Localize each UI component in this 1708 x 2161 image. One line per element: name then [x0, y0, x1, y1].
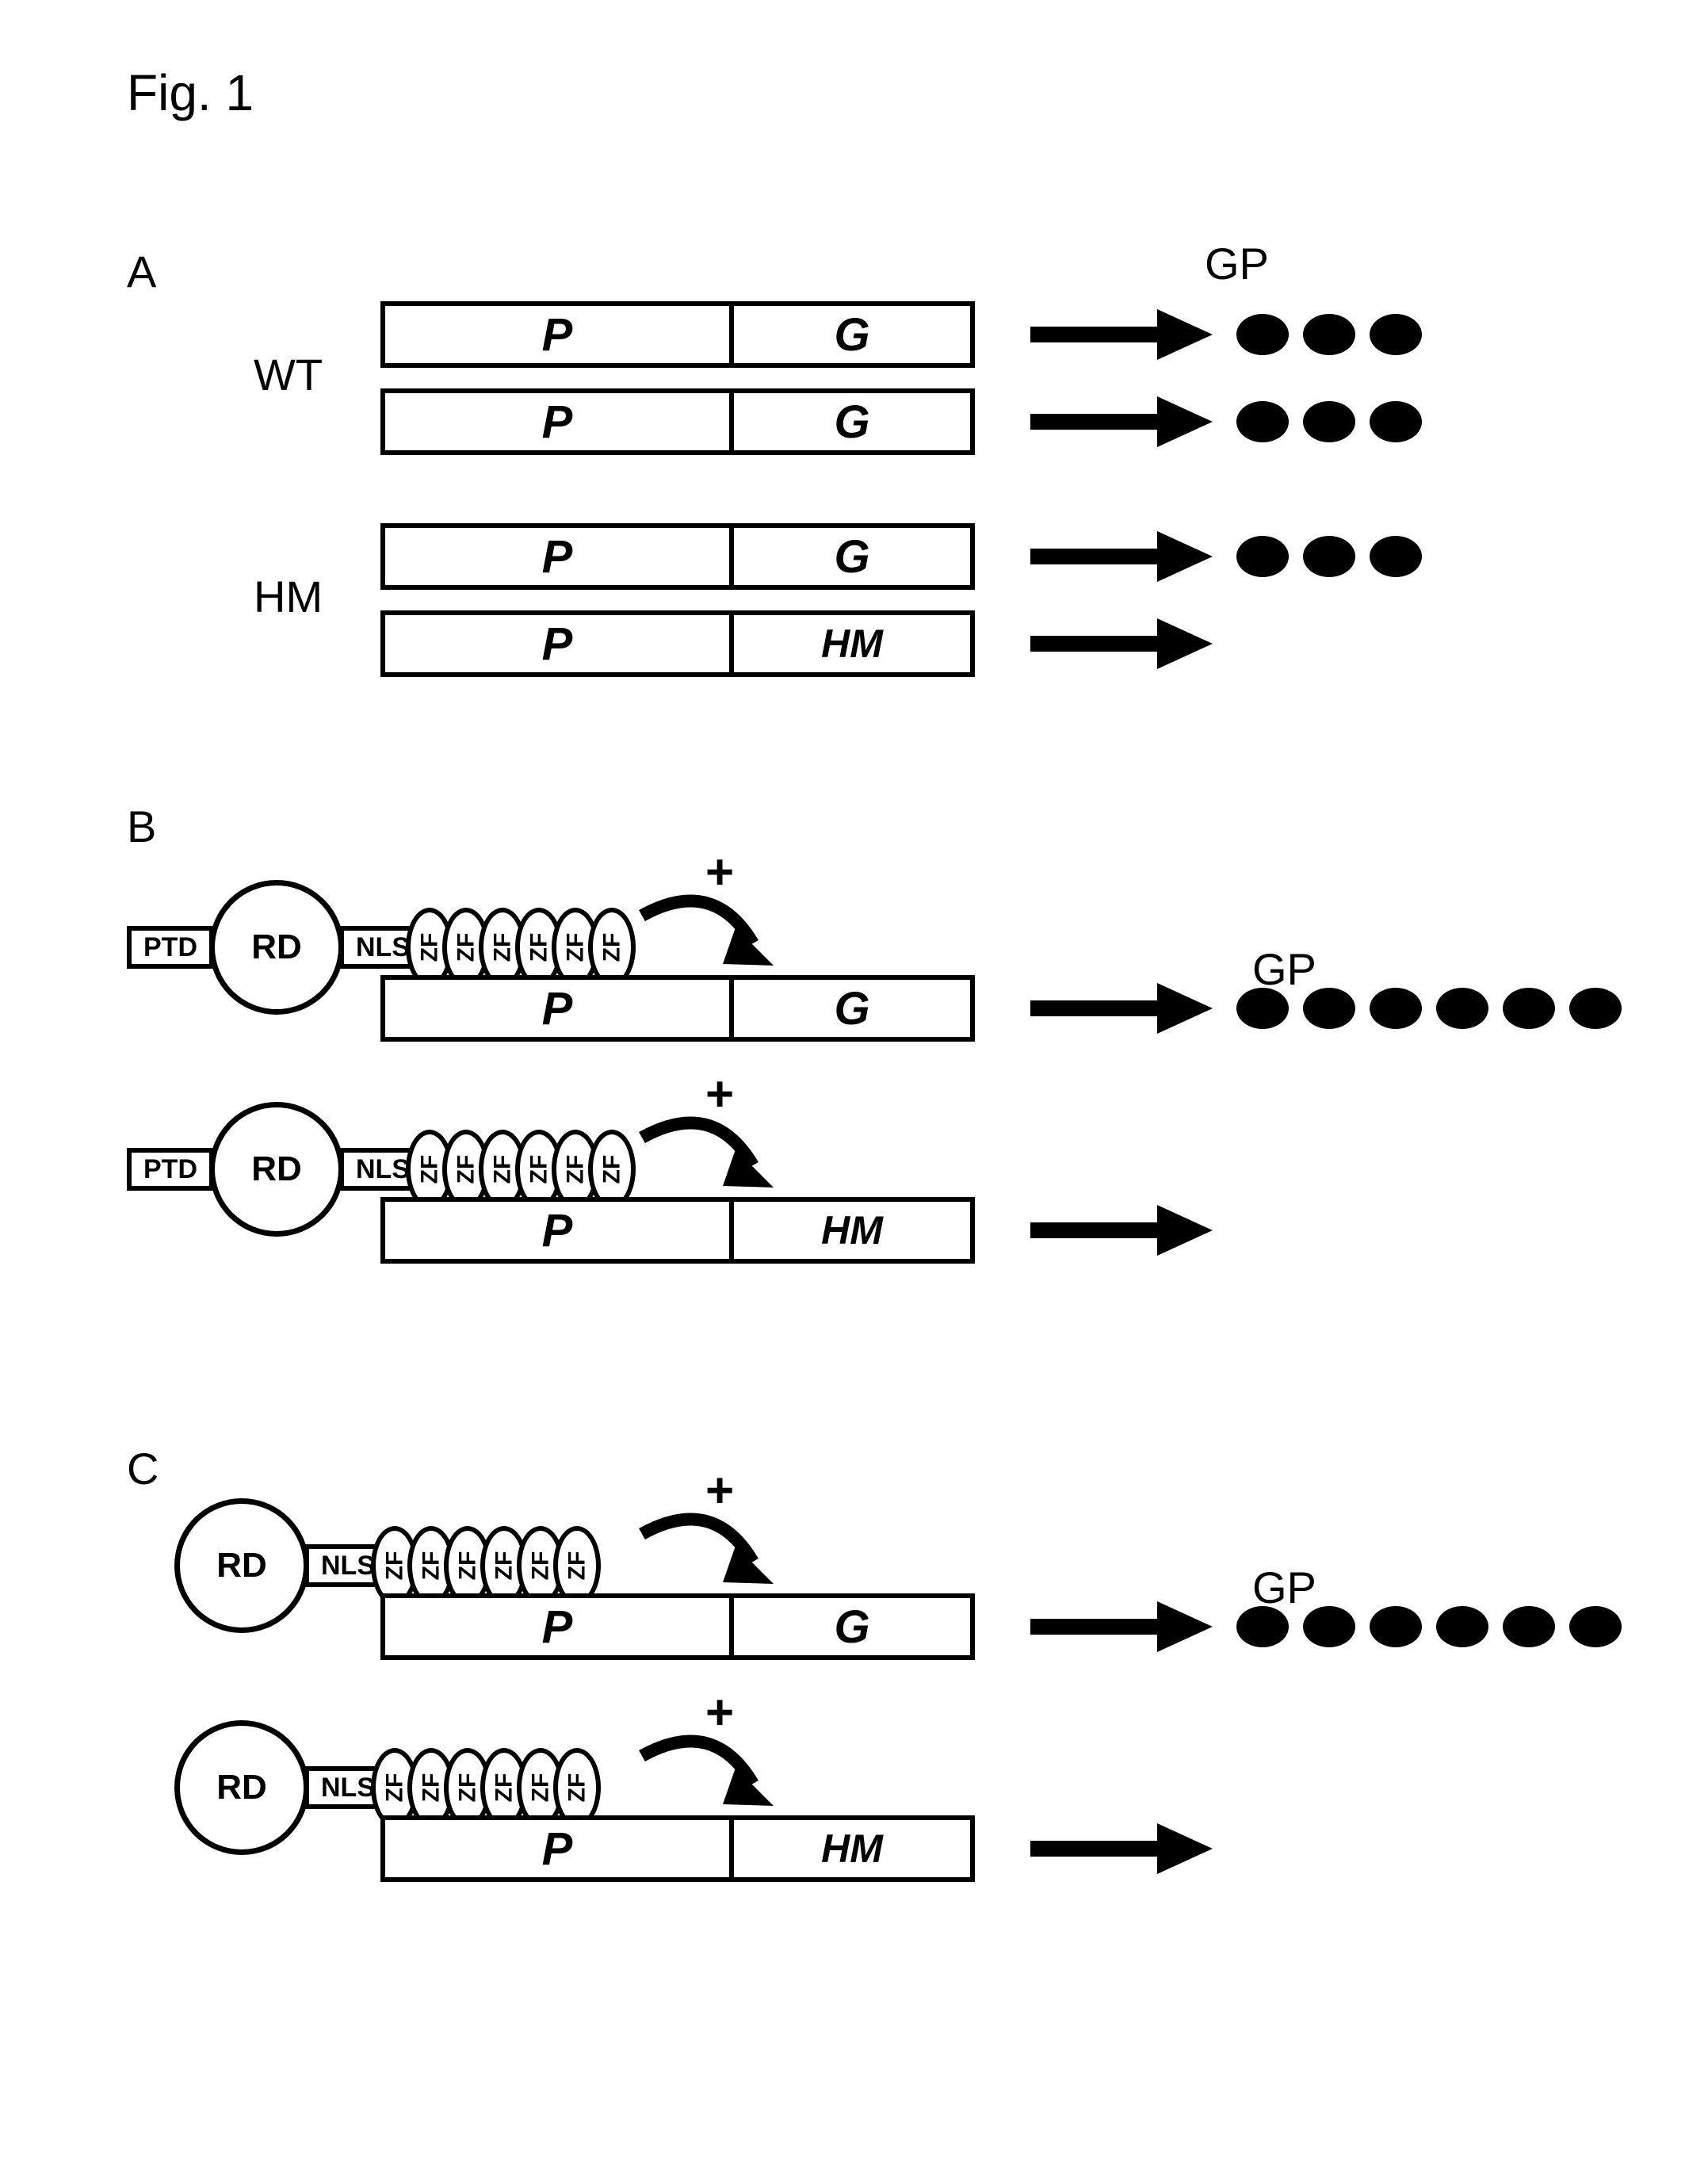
- promoter-box: P: [380, 301, 729, 368]
- gene-row: PG: [380, 523, 975, 590]
- arrow-icon: [1030, 612, 1213, 675]
- panel-c-label: C: [127, 1443, 159, 1494]
- arrow-icon: [1030, 303, 1213, 366]
- product-dot: [1370, 988, 1422, 1029]
- gene-box: G: [729, 1593, 975, 1660]
- arrow-icon: [1030, 1199, 1213, 1262]
- panel-a-label: A: [127, 246, 156, 297]
- arrow-icon: [1030, 977, 1213, 1040]
- figure-title: Fig. 1: [127, 63, 254, 122]
- product-dot: [1303, 536, 1355, 577]
- panel-a-gp-label: GP: [1205, 238, 1269, 289]
- product-dot: [1503, 1606, 1555, 1647]
- product-dot: [1436, 1606, 1488, 1647]
- rd-circle: RD: [209, 880, 344, 1015]
- product-dot: [1569, 1606, 1622, 1647]
- product-dot: [1436, 988, 1488, 1029]
- product-dots: [1236, 536, 1422, 577]
- gene-box: G: [729, 523, 975, 590]
- expression-arrow-row: [1030, 1199, 1236, 1262]
- rd-circle: RD: [174, 1720, 309, 1855]
- ptd-box: PTD: [127, 926, 214, 969]
- product-dot: [1236, 988, 1289, 1029]
- product-dot: [1303, 401, 1355, 442]
- gene-row: PG: [380, 1593, 975, 1660]
- hm-box: HM: [729, 1197, 975, 1264]
- gene-box: G: [729, 301, 975, 368]
- promoter-box: P: [380, 610, 729, 677]
- product-dots: [1236, 988, 1622, 1029]
- gene-row: PHM: [380, 1197, 975, 1264]
- activation-arrow-icon: [634, 880, 785, 983]
- activation-arrow-icon: [634, 1102, 785, 1205]
- product-dots: [1236, 314, 1422, 355]
- expression-arrow-row: [1030, 1817, 1236, 1880]
- product-dot: [1569, 988, 1622, 1029]
- promoter-box: P: [380, 388, 729, 455]
- product-dots: [1236, 401, 1422, 442]
- gene-row: PG: [380, 388, 975, 455]
- group-label: HM: [254, 571, 323, 622]
- product-dot: [1236, 314, 1289, 355]
- product-dots: [1236, 1606, 1622, 1647]
- product-dot: [1370, 314, 1422, 355]
- product-dot: [1236, 401, 1289, 442]
- arrow-icon: [1030, 525, 1213, 588]
- hm-box: HM: [729, 1815, 975, 1882]
- expression-arrow-row: [1030, 977, 1622, 1040]
- rd-circle: RD: [174, 1498, 309, 1633]
- arrow-icon: [1030, 1595, 1213, 1658]
- gene-row: PHM: [380, 1815, 975, 1882]
- arrow-icon: [1030, 1817, 1213, 1880]
- activation-arrow-icon: [634, 1720, 785, 1823]
- expression-arrow-row: [1030, 525, 1422, 588]
- hm-box: HM: [729, 610, 975, 677]
- promoter-box: P: [380, 1593, 729, 1660]
- product-dot: [1236, 536, 1289, 577]
- group-label: WT: [254, 349, 323, 400]
- product-dot: [1303, 314, 1355, 355]
- promoter-box: P: [380, 1197, 729, 1264]
- gene-row: PG: [380, 975, 975, 1042]
- product-dot: [1370, 1606, 1422, 1647]
- expression-arrow-row: [1030, 303, 1422, 366]
- expression-arrow-row: [1030, 1595, 1622, 1658]
- gene-row: PG: [380, 301, 975, 368]
- rd-circle: RD: [209, 1102, 344, 1237]
- gene-box: G: [729, 388, 975, 455]
- product-dot: [1370, 536, 1422, 577]
- expression-arrow-row: [1030, 390, 1422, 453]
- product-dot: [1503, 988, 1555, 1029]
- activation-arrow-icon: [634, 1498, 785, 1601]
- gene-box: G: [729, 975, 975, 1042]
- ptd-box: PTD: [127, 1148, 214, 1191]
- expression-arrow-row: [1030, 612, 1236, 675]
- panel-b-label: B: [127, 801, 156, 852]
- product-dot: [1370, 401, 1422, 442]
- arrow-icon: [1030, 390, 1213, 453]
- product-dot: [1303, 1606, 1355, 1647]
- promoter-box: P: [380, 975, 729, 1042]
- promoter-box: P: [380, 523, 729, 590]
- product-dot: [1303, 988, 1355, 1029]
- product-dot: [1236, 1606, 1289, 1647]
- promoter-box: P: [380, 1815, 729, 1882]
- gene-row: PHM: [380, 610, 975, 677]
